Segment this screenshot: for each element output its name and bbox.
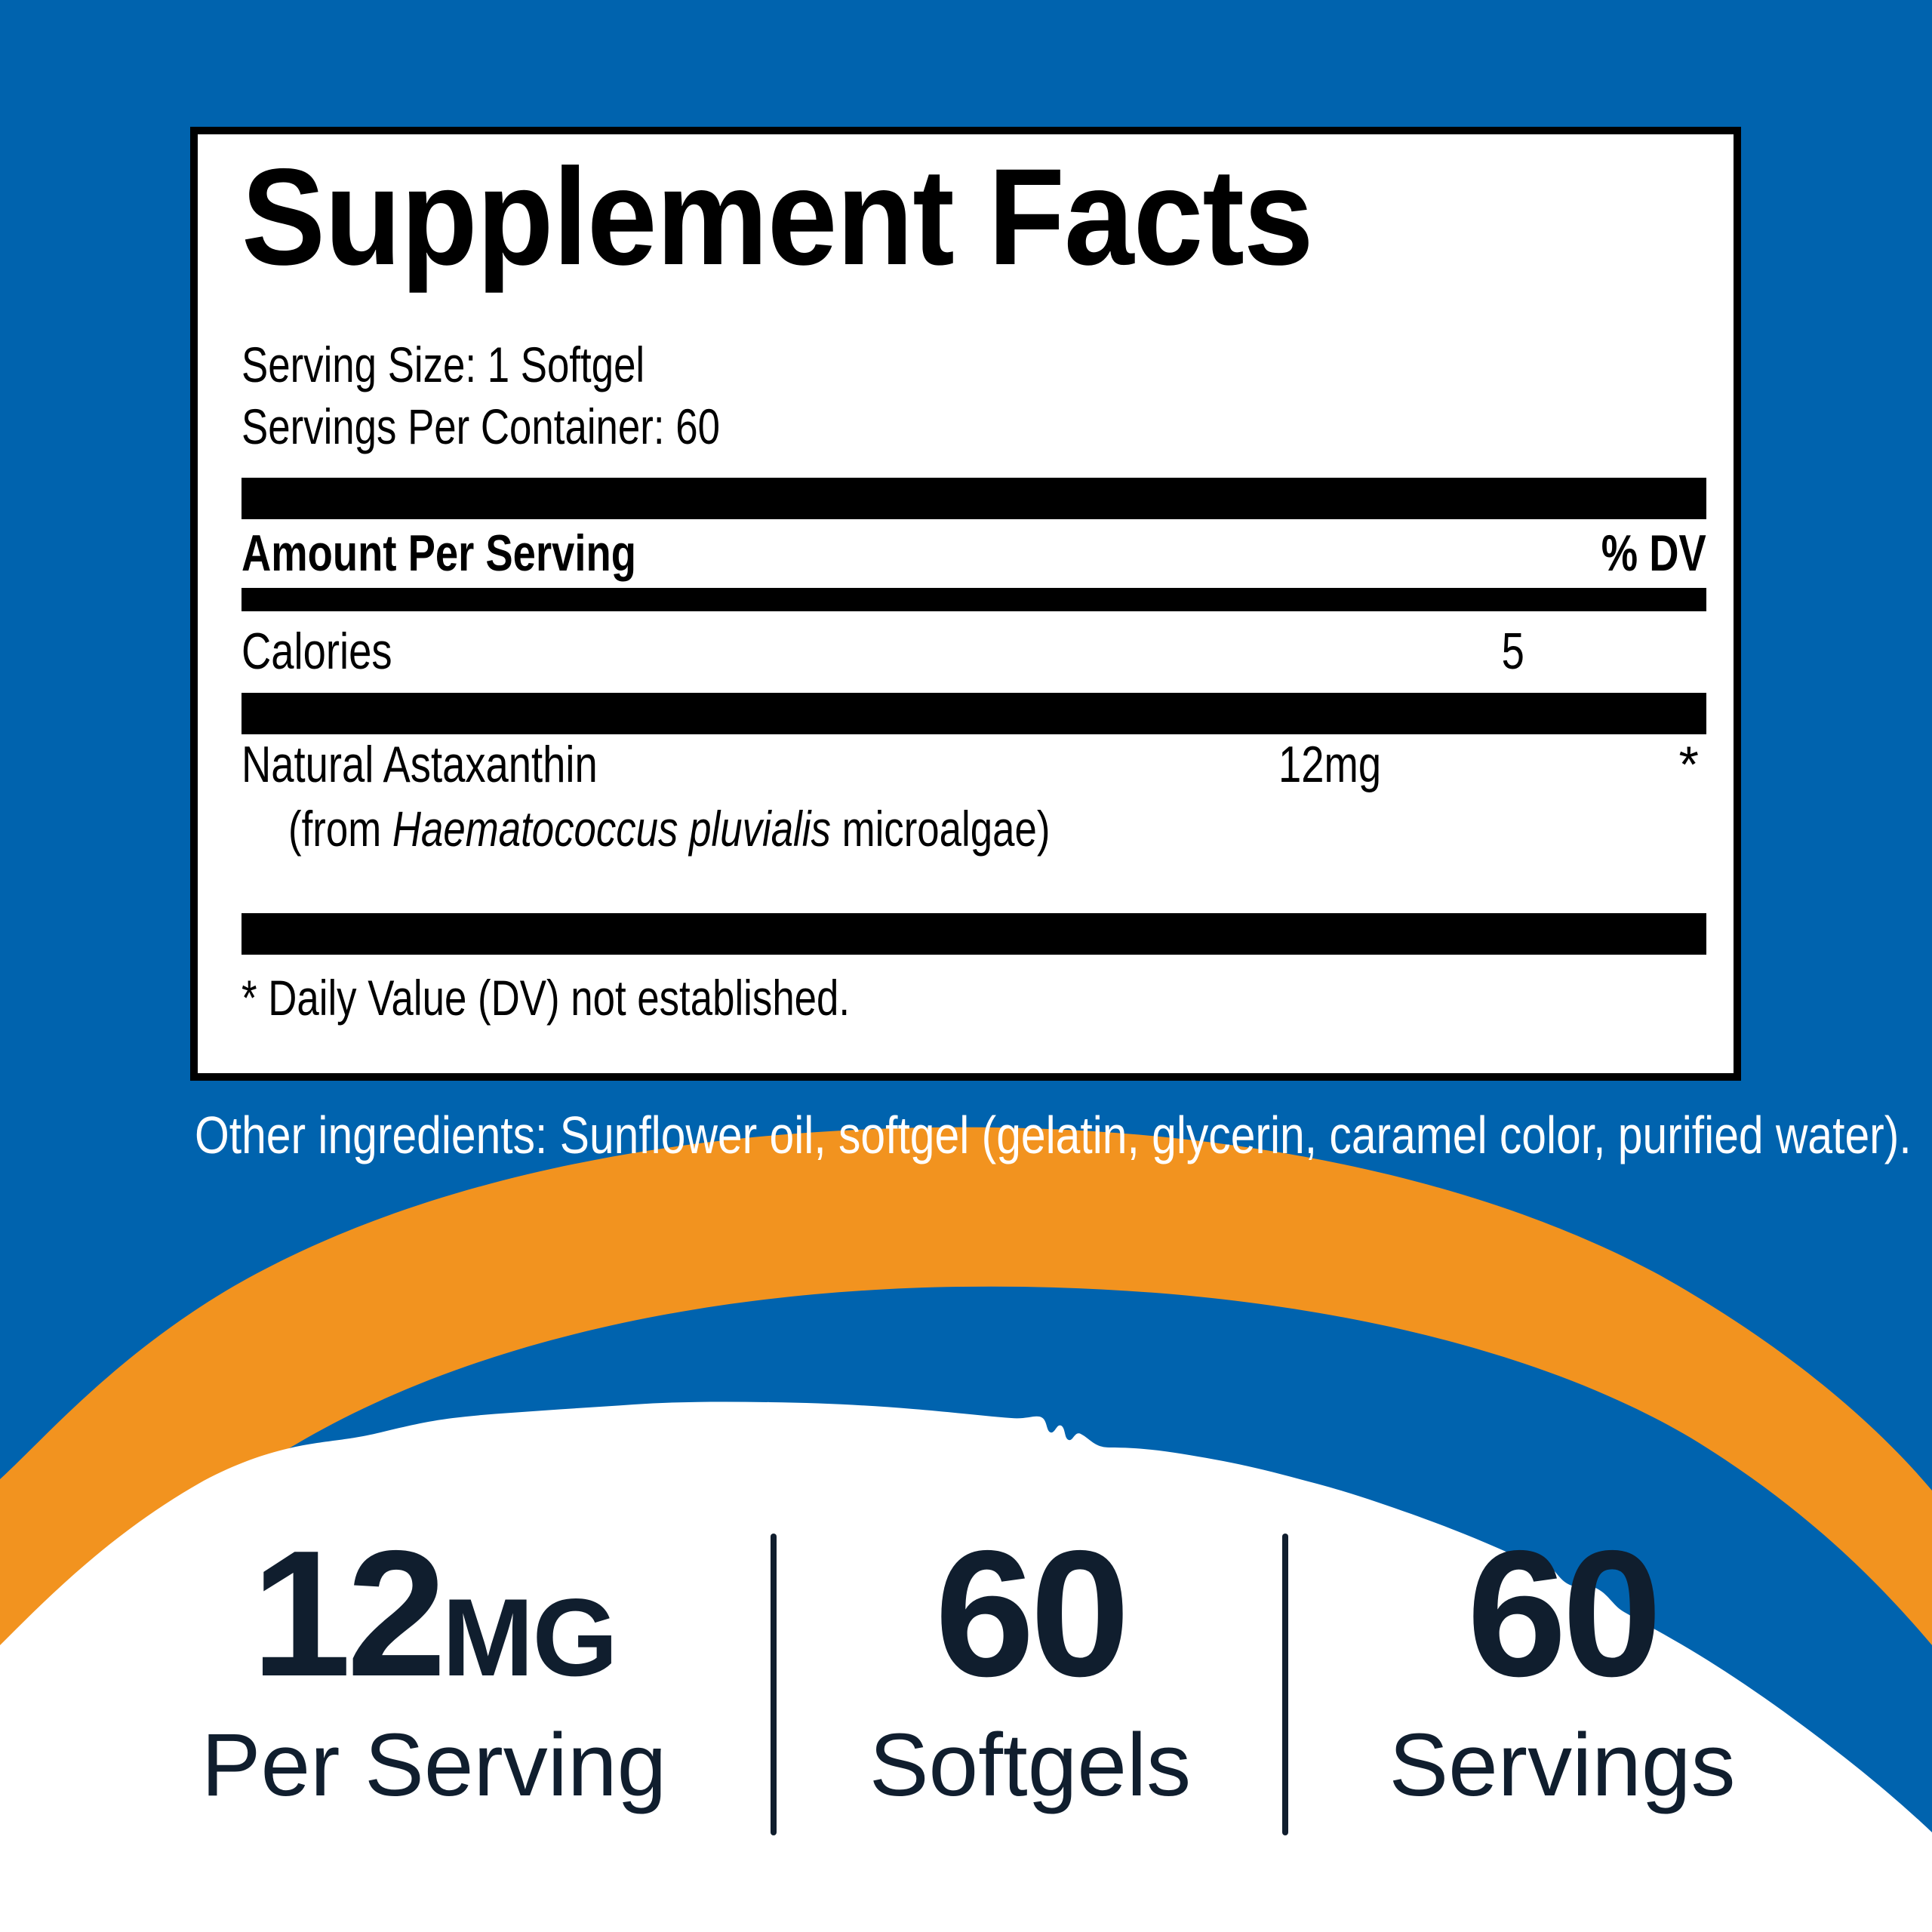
stat-number: 12 — [251, 1514, 447, 1714]
nutrient-dv-asterisk-text: * — [1678, 736, 1699, 793]
rule-thick-under-calories — [242, 693, 1706, 734]
rule-thick-bottom — [242, 913, 1706, 955]
stat-label-dose: Per Serving — [201, 1715, 667, 1815]
calories-value: 5 — [242, 625, 1524, 678]
page-title: Supplement Facts — [242, 148, 1413, 285]
nutrient-dv-asterisk: * — [1679, 738, 1699, 792]
nutrient-name: Natural Astaxanthin — [242, 738, 687, 792]
table-row: Calories 5 — [242, 625, 1706, 685]
source-suffix: microalgae) — [830, 801, 1051, 857]
stat-block-servings: 60 Servings — [1313, 1524, 1811, 1810]
stat-number: 60 — [934, 1514, 1131, 1714]
rule-thin-under-header — [242, 588, 1706, 611]
bottom-stats-strip: 12MG Per Serving 60 Softgels 60 Servings — [0, 1524, 1932, 1917]
stat-label-servings: Servings — [1389, 1715, 1736, 1815]
amount-per-serving-header: Amount Per Serving — [242, 527, 735, 580]
facts-title-text: Supplement Facts — [242, 140, 1314, 294]
stat-unit: MG — [441, 1576, 618, 1699]
stat-label-count: Softgels — [869, 1715, 1192, 1815]
rule-thick-top — [242, 478, 1706, 519]
nutrient-name-text: Natural Astaxanthin — [242, 736, 598, 793]
white-arc-shape — [0, 1401, 1932, 1932]
amount-per-serving-text: Amount Per Serving — [242, 525, 636, 582]
nutrient-amount: 12mg — [242, 738, 1381, 792]
supplement-facts-panel: Supplement Facts Serving Size: 1 Softgel… — [190, 127, 1741, 1081]
stat-number: 60 — [1466, 1514, 1663, 1714]
calories-label: Calories — [242, 625, 429, 678]
stat-value-dose: 12MG — [136, 1524, 732, 1704]
supplement-facts-inner: Supplement Facts Serving Size: 1 Softgel… — [242, 134, 1706, 1073]
servings-per-container-text: Servings Per Container: 60 — [242, 398, 720, 454]
stat-value-count: 60 — [800, 1524, 1260, 1704]
orange-arc-shape — [0, 1127, 1932, 1645]
nutrient-source-line: (from Haematococcus pluvialis microalgae… — [288, 803, 1241, 855]
calories-label-text: Calories — [242, 623, 392, 680]
servings-per-container-line: Servings Per Container: 60 — [242, 401, 839, 451]
stat-divider — [771, 1534, 777, 1835]
other-ingredients-block: Other ingredients: Sunflower oil, softge… — [195, 1103, 1912, 1167]
footnote-text: * Daily Value (DV) not established. — [242, 970, 851, 1026]
source-prefix: (from — [288, 801, 392, 857]
table-header-row: Amount Per Serving % DV — [242, 527, 1706, 583]
stat-divider — [1282, 1534, 1288, 1835]
footnote: * Daily Value (DV) not established. — [242, 972, 1002, 1024]
nutrient-source-text: (from Haematococcus pluvialis microalgae… — [288, 803, 1050, 855]
nutrient-amount-text: 12mg — [1278, 736, 1381, 793]
stat-value-servings: 60 — [1313, 1524, 1811, 1704]
other-ingredients-text: Other ingredients: Sunflower oil, softge… — [195, 1106, 1912, 1164]
percent-dv-text: % DV — [1601, 525, 1706, 582]
calories-value-text: 5 — [1501, 623, 1524, 680]
percent-dv-header: % DV — [1575, 527, 1706, 580]
source-species: Haematococcus pluvialis — [392, 801, 831, 857]
serving-size-text: Serving Size: 1 Softgel — [242, 337, 645, 392]
serving-size-line: Serving Size: 1 Softgel — [242, 340, 746, 389]
stat-block-count: 60 Softgels — [800, 1524, 1260, 1810]
stat-block-dose: 12MG Per Serving — [136, 1524, 732, 1810]
